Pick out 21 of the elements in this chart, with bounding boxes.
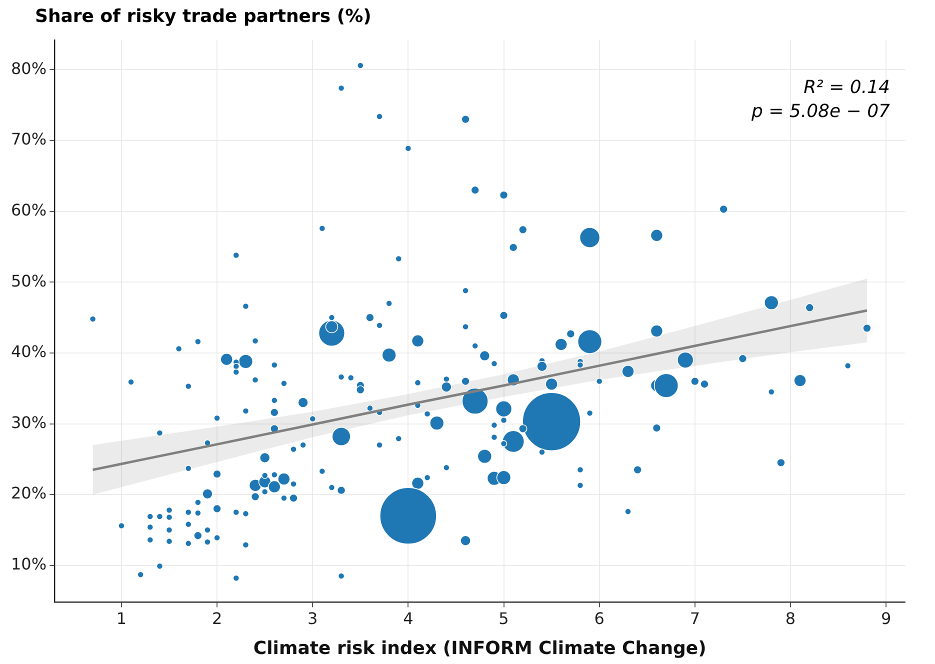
y-tick-label: 50% (11, 271, 47, 290)
y-tick-label: 60% (11, 200, 47, 220)
annotation: p = 5.08e − 07 (751, 100, 890, 124)
y-tick-label: 30% (11, 412, 47, 432)
x-tick-label: 2 (212, 608, 222, 628)
x-axis-title: Climate risk index (INFORM Climate Change) (253, 638, 706, 659)
y-tick-label: 80% (11, 58, 47, 78)
x-tick-label: 6 (594, 608, 604, 628)
x-tick-label: 1 (116, 608, 127, 628)
annotation: R² = 0.14 (802, 76, 890, 100)
x-tick-label: 4 (403, 608, 414, 628)
x-tick-label: 7 (690, 608, 700, 628)
x-tick-label: 5 (498, 608, 509, 628)
x-tick-label: 3 (308, 608, 318, 628)
x-tick-label: 9 (880, 608, 892, 628)
y-tick-label: 10% (11, 554, 47, 574)
y-tick-label: 70% (11, 130, 47, 149)
y-tick-label: 40% (11, 342, 47, 362)
y-tick-label: 20% (11, 484, 47, 503)
x-tick-label: 8 (785, 608, 796, 628)
y-axis-title: Share of risky trade partners (%) (35, 6, 372, 27)
